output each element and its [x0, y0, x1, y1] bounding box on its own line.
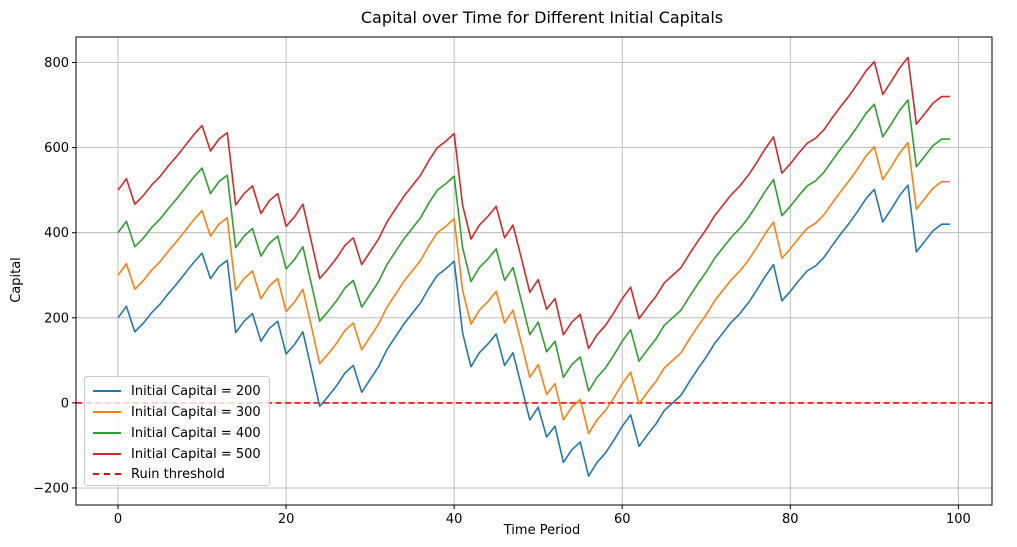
x-tick-label: 60 — [614, 512, 631, 527]
legend-swatch-400 — [93, 432, 121, 434]
chart-title: Capital over Time for Different Initial … — [361, 8, 723, 27]
legend-item-300: Initial Capital = 300 — [93, 402, 261, 422]
legend-label-500: Initial Capital = 500 — [131, 446, 261, 462]
series-line-3 — [117, 56, 950, 350]
y-tick-label: 800 — [44, 56, 69, 71]
series-line-1 — [117, 141, 950, 435]
y-tick-label: 0 — [61, 396, 69, 411]
series-line-2 — [117, 99, 950, 392]
legend: Initial Capital = 200 Initial Capital = … — [84, 376, 270, 486]
legend-swatch-300 — [93, 411, 121, 413]
legend-item-500: Initial Capital = 500 — [93, 444, 261, 464]
legend-label-300: Initial Capital = 300 — [131, 404, 261, 420]
x-tick-label: 80 — [782, 512, 799, 527]
legend-swatch-500 — [93, 453, 121, 455]
legend-item-400: Initial Capital = 400 — [93, 423, 261, 443]
y-axis-label: Capital — [9, 257, 24, 303]
x-tick-label: 40 — [446, 512, 463, 527]
legend-item-ruin: Ruin threshold — [93, 464, 225, 484]
legend-label-200: Initial Capital = 200 — [131, 383, 261, 399]
legend-label-ruin: Ruin threshold — [131, 466, 225, 482]
x-tick-label: 100 — [946, 512, 971, 527]
legend-swatch-ruin — [93, 473, 121, 475]
x-axis-label: Time Period — [503, 523, 580, 538]
legend-swatch-200 — [93, 390, 121, 392]
plot-frame — [75, 36, 993, 506]
series-layer — [117, 56, 950, 477]
x-tick-label: 20 — [278, 512, 295, 527]
series-line-0 — [117, 184, 950, 477]
y-tick-label: 200 — [44, 311, 69, 326]
legend-label-400: Initial Capital = 400 — [131, 425, 261, 441]
y-tick-label: 600 — [44, 141, 69, 156]
x-tick-label: 0 — [114, 512, 122, 527]
y-tick-label: 400 — [44, 226, 69, 241]
y-tick-label: −200 — [33, 481, 69, 496]
ticks: 0 20 40 60 80 100 −200 0 200 400 600 800 — [33, 56, 971, 527]
legend-item-200: Initial Capital = 200 — [93, 381, 261, 401]
